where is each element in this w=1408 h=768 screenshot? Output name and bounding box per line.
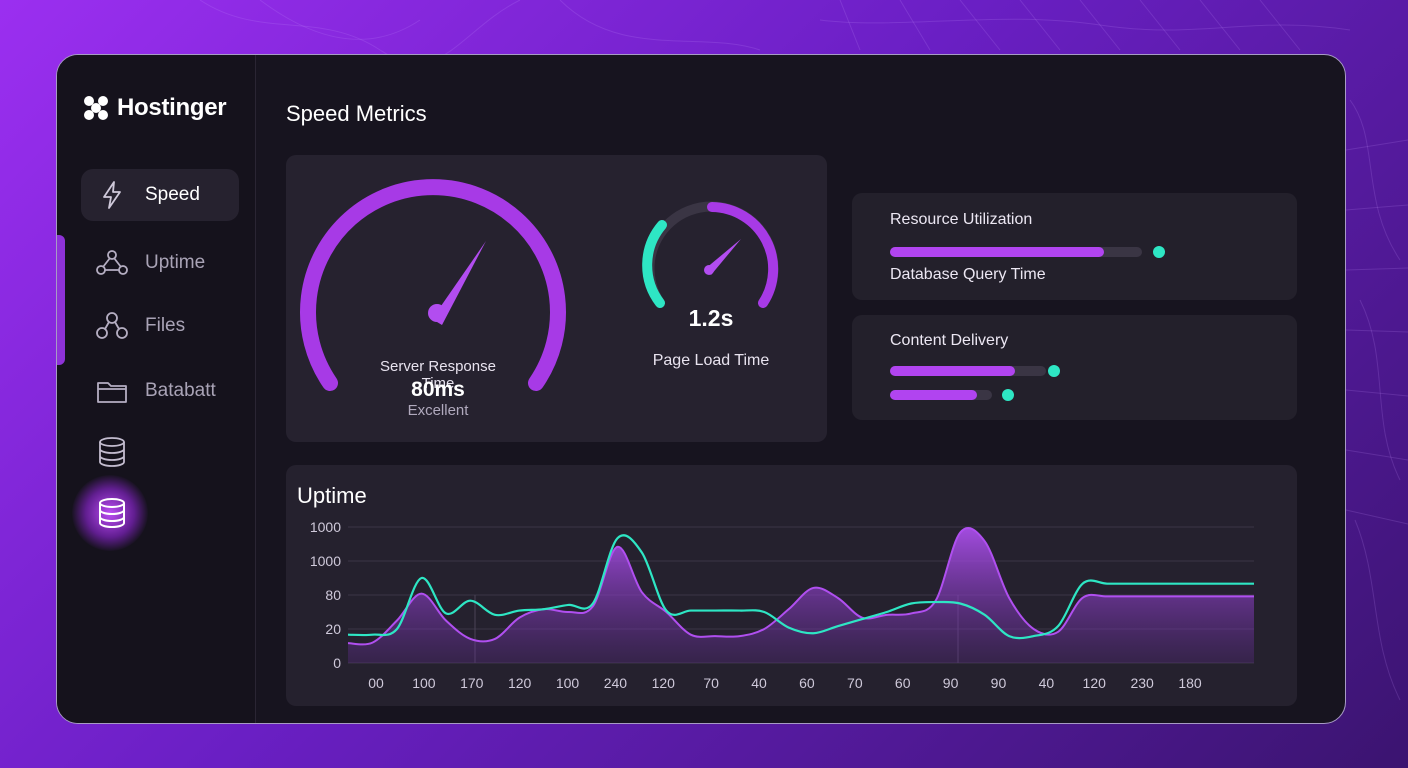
nodes-icon	[95, 309, 129, 343]
x-tick-label: 60	[799, 675, 815, 691]
server-response-gauge-arc	[300, 179, 566, 391]
x-tick-label: 240	[604, 675, 628, 691]
lightning-icon	[95, 178, 129, 212]
content-delivery-dot-2	[1002, 389, 1014, 401]
x-tick-label: 60	[895, 675, 911, 691]
resource-utilization-bar	[890, 247, 1142, 257]
sidebar-item-label: Files	[145, 315, 186, 336]
server-response-gauge-hub	[428, 304, 446, 322]
uptime-title: Uptime	[297, 483, 367, 508]
server-response-label: Server Response Time	[380, 358, 496, 392]
x-tick-label: 120	[652, 675, 676, 691]
sidebar-item-label: Uptime	[145, 252, 206, 273]
sidebar-accent-bar	[57, 235, 65, 365]
uptime-card: 0 20 80 1000 1000 00 100 170 120 100 240 120 70 40 60 7…	[286, 465, 1297, 706]
x-tick-label: 40	[1039, 675, 1055, 691]
series-1-line	[347, 527, 1254, 646]
content-delivery-dot-1	[1048, 365, 1060, 377]
x-tick-label: 120	[1083, 675, 1107, 691]
y-tick-label: 80	[325, 587, 341, 603]
content-delivery-bar-2	[890, 390, 992, 400]
x-tick-label: 100	[556, 675, 580, 691]
server-response-value: 80ms	[411, 378, 465, 401]
page-title: Speed Metrics	[286, 101, 427, 126]
x-tick-label: 230	[1130, 675, 1154, 691]
server-response-status: Excellent	[407, 402, 469, 419]
sidebar-item-database-active[interactable]	[81, 487, 239, 539]
uptime-chart: 0 20 80 1000 1000 00 100 170 120 100 240 120 70 40 60 7…	[310, 519, 1254, 691]
resource-utilization-title: Resource Utilization	[890, 211, 1033, 228]
y-tick-label: 1000	[310, 519, 341, 535]
sidebar-item-database[interactable]	[81, 426, 239, 478]
page-load-label: Page Load Time	[652, 352, 770, 369]
hostinger-logo-icon	[84, 96, 108, 120]
x-tick-label: 90	[943, 675, 959, 691]
database-icon	[95, 435, 129, 469]
series-2-line	[347, 534, 1254, 640]
brand-name: Hostinger	[117, 94, 227, 121]
content-delivery-title: Content Delivery	[890, 332, 1009, 349]
resource-utilization-card: Resource Utilization Database Query Time	[852, 193, 1297, 300]
sidebar: Hostinger Speed Uptime Files Batab	[57, 55, 256, 723]
folder-icon	[95, 374, 129, 408]
x-tick-label: 90	[991, 675, 1007, 691]
main-content: Speed Metrics Server Response Time 80ms …	[257, 55, 1345, 723]
sidebar-item-batabatt[interactable]: Batabatt	[81, 365, 239, 417]
page-load-gauge-arc-teal	[642, 220, 667, 308]
x-tick-label: 180	[1178, 675, 1202, 691]
app-window: Hostinger Speed Uptime Files Batab	[56, 54, 1346, 724]
content-delivery-bar-1-fill	[890, 366, 1015, 376]
brand[interactable]: Hostinger	[81, 93, 227, 123]
sidebar-item-uptime[interactable]: Uptime	[81, 237, 239, 289]
speed-gauges-card: Server Response Time 80ms Excellent 1.2s…	[286, 155, 827, 442]
series-1-area	[348, 528, 1254, 663]
sidebar-item-speed[interactable]: Speed	[81, 169, 239, 221]
content-delivery-bar-2-fill	[890, 390, 977, 400]
page-load-gauge-hub	[704, 265, 714, 275]
sidebar-item-label: Batabatt	[145, 380, 216, 401]
page-load-gauge-needle	[705, 239, 741, 275]
x-tick-label: 70	[703, 675, 719, 691]
database-icon	[95, 496, 129, 530]
gauges-graphic	[300, 179, 779, 391]
database-query-time-label: Database Query Time	[890, 266, 1046, 283]
content-delivery-bar-1	[890, 366, 1046, 376]
content-delivery-card: Content Delivery	[852, 315, 1297, 420]
x-tick-label: 170	[460, 675, 484, 691]
page-load-gauge-arc-purple	[707, 202, 779, 308]
sidebar-item-label: Speed	[145, 184, 200, 205]
x-tick-label: 40	[751, 675, 767, 691]
page-load-value: 1.2s	[688, 305, 734, 331]
resource-utilization-dot	[1153, 246, 1165, 258]
resource-utilization-bar-fill	[890, 247, 1105, 257]
x-tick-label: 70	[847, 675, 863, 691]
y-tick-label: 0	[333, 655, 341, 671]
y-tick-label: 20	[325, 621, 341, 637]
x-tick-label: 00	[368, 675, 384, 691]
server-response-gauge-needle	[432, 241, 486, 325]
network-nodes-icon	[95, 246, 129, 280]
x-tick-label: 100	[412, 675, 436, 691]
sidebar-item-files[interactable]: Files	[81, 300, 239, 352]
y-tick-label: 1000	[310, 553, 341, 569]
x-tick-label: 120	[508, 675, 532, 691]
